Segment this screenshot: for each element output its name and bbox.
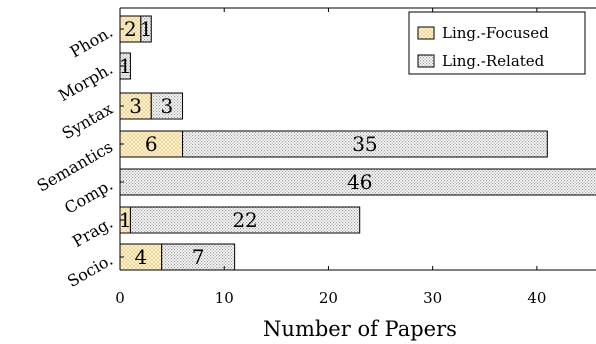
bar-related-1 <box>120 52 131 80</box>
x-tick-label-20: 20 <box>319 289 338 307</box>
category-label-4: Comp. <box>61 175 116 218</box>
x-tick-label-30: 30 <box>423 289 442 307</box>
bar-label-focused-2: 3 <box>129 94 142 118</box>
bar-related-4 <box>120 168 596 196</box>
bar-label-related-1: 1 <box>119 54 132 78</box>
category-label-0: Phon. <box>67 22 116 62</box>
legend-label-0: Ling.-Focused <box>442 24 549 42</box>
category-label-1: Morph. <box>55 59 116 105</box>
bar-label-focused-3: 6 <box>145 132 158 156</box>
x-tick-label-40: 40 <box>527 289 546 307</box>
bar-label-related-5: 22 <box>232 208 257 232</box>
bar-related-2 <box>150 92 184 120</box>
legend-box <box>408 11 586 75</box>
bar-label-related-0: 1 <box>140 17 153 41</box>
bar-label-related-6: 7 <box>192 245 205 269</box>
legend-swatch-1 <box>417 54 435 68</box>
bar-label-related-4: 46 <box>347 170 372 194</box>
bar-label-focused-5: 1 <box>119 208 132 232</box>
x-axis-title: Number of Papers <box>263 317 457 341</box>
category-label-5: Prag. <box>69 213 116 251</box>
bar-label-focused-6: 4 <box>134 245 147 269</box>
bar-focused-3 <box>120 130 184 158</box>
x-tick-label-10: 10 <box>215 289 234 307</box>
bar-related-5 <box>129 206 361 234</box>
bar-label-focused-0: 2 <box>124 17 137 41</box>
bar-related-0 <box>140 15 152 43</box>
legend-swatch-0 <box>417 26 435 40</box>
category-label-6: Socio. <box>64 250 116 291</box>
legend: Ling.-Focused Ling.-Related <box>408 11 586 75</box>
x-tick-label-0: 0 <box>115 289 125 307</box>
bar-related-3 <box>182 130 548 158</box>
bar-label-related-2: 3 <box>161 94 174 118</box>
category-label-2: Syntax <box>59 99 116 143</box>
bar-label-related-3: 35 <box>352 132 377 156</box>
legend-label-1: Ling.-Related <box>442 52 545 70</box>
